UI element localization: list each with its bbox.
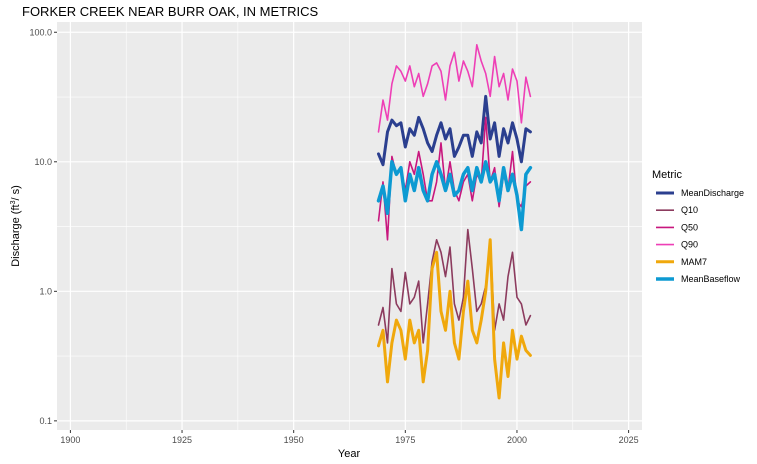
legend-title: Metric: [652, 169, 682, 181]
legend-label-mam7: MAM7: [681, 257, 707, 267]
y-tick-label: 10.0: [34, 157, 52, 167]
legend-label-q90: Q90: [681, 240, 698, 250]
legend-label-meandischarge: MeanDischarge: [681, 188, 744, 198]
x-axis-title: Year: [338, 448, 361, 460]
x-tick-label: 1975: [395, 435, 415, 445]
series-line-q10: [377, 228, 532, 344]
legend-items: MeanDischarge Q10 Q50 Q90 MAM7 MeanBaseflow: [656, 188, 744, 284]
series-line-q90: [377, 43, 532, 133]
x-tick-label: 2025: [619, 435, 639, 445]
x-tick-label: 1900: [60, 435, 80, 445]
series-line-meanbaseflow: [376, 160, 533, 232]
x-tick-label: 1950: [284, 435, 304, 445]
y-tick-label: 100.0: [29, 27, 52, 37]
y-axis-title-tail: / s): [10, 185, 22, 200]
y-tick-label: 1.0: [39, 286, 52, 296]
y-axis-title: Discharge (ft3/ s): [10, 185, 22, 267]
y-axis-title-main: Discharge (ft: [10, 204, 22, 266]
legend-label-q50: Q50: [681, 222, 698, 232]
series-layer: [376, 43, 533, 400]
x-tick-label: 2000: [507, 435, 527, 445]
legend-label-q10: Q10: [681, 205, 698, 215]
y-axis: 0.1 1.0 10.0 100.0: [29, 27, 57, 426]
x-axis: 1900 1925 1950 1975 2000 2025: [60, 430, 639, 445]
chart-title: FORKER CREEK NEAR BURR OAK, IN METRICS: [22, 4, 318, 19]
y-axis-title-superscript: 3: [10, 200, 17, 204]
series-line-meandischarge: [377, 94, 532, 167]
legend-label-meanbaseflow: MeanBaseflow: [681, 274, 741, 284]
minor-gridlines: [57, 22, 642, 430]
legend: Metric MeanDischarge Q10 Q50 Q90 MAM7 MeanBas…: [652, 169, 744, 284]
major-gridlines: [57, 22, 642, 430]
x-tick-label: 1925: [172, 435, 192, 445]
y-tick-label: 0.1: [39, 416, 52, 426]
series-line-mam7: [377, 238, 532, 400]
